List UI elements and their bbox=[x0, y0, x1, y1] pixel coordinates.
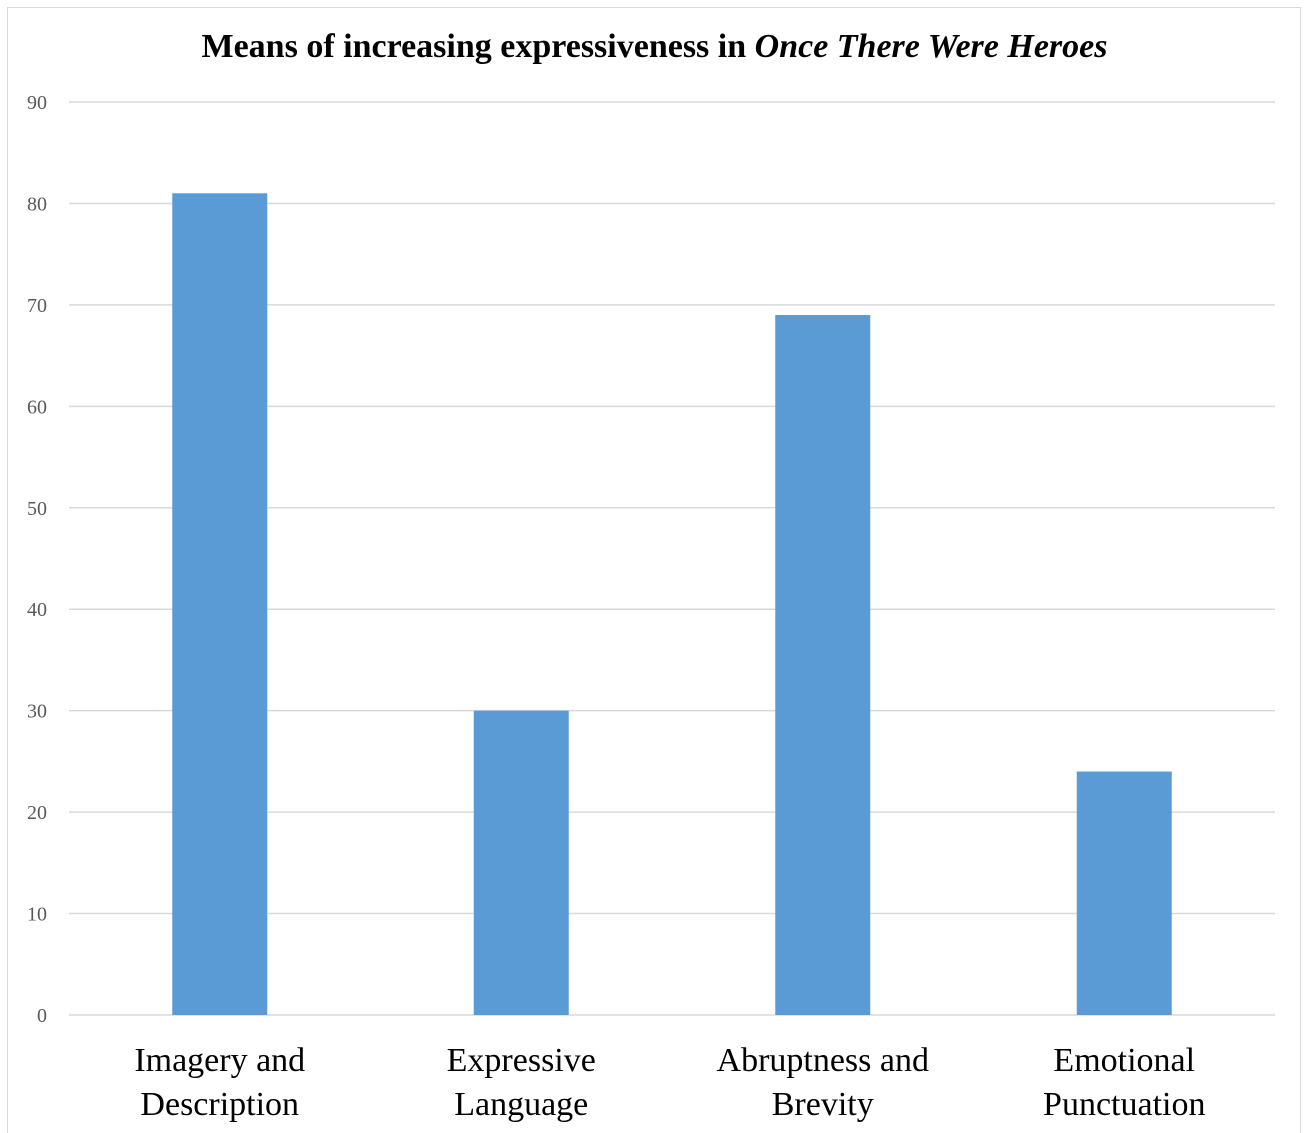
x-category-label: Language bbox=[454, 1086, 588, 1123]
bars bbox=[172, 193, 1172, 1016]
x-category-label: Punctuation bbox=[1043, 1086, 1205, 1123]
x-category-label: Emotional bbox=[1053, 1042, 1195, 1079]
y-tick-label: 20 bbox=[27, 802, 47, 824]
y-axis-tick-labels: 0 10 20 30 40 50 60 70 80 90 bbox=[27, 92, 47, 1027]
x-category-label: Brevity bbox=[772, 1086, 874, 1123]
x-axis-category-labels: Imagery and Description Expressive Language… bbox=[134, 1042, 1205, 1123]
y-tick-label: 0 bbox=[37, 1005, 47, 1027]
y-tick-label: 40 bbox=[27, 599, 47, 621]
x-category-label: Description bbox=[140, 1086, 299, 1123]
bar bbox=[172, 193, 268, 1016]
x-category-label: Expressive bbox=[447, 1042, 596, 1079]
bar bbox=[473, 710, 569, 1015]
y-tick-label: 60 bbox=[27, 396, 47, 418]
y-tick-label: 70 bbox=[27, 295, 47, 317]
bar bbox=[775, 315, 871, 1015]
chart-title-italic: Once There Were Heroes bbox=[754, 28, 1108, 65]
y-tick-label: 10 bbox=[27, 904, 47, 926]
y-tick-label: 90 bbox=[27, 92, 47, 114]
y-tick-label: 30 bbox=[27, 701, 47, 723]
chart-title-text: Means of increasing expressiveness in bbox=[201, 28, 755, 65]
y-tick-label: 80 bbox=[27, 193, 47, 215]
x-category-label: Imagery and bbox=[134, 1042, 305, 1079]
y-tick-label: 50 bbox=[27, 498, 47, 520]
gridlines bbox=[69, 101, 1275, 1016]
x-category-label: Abruptness and bbox=[717, 1042, 929, 1079]
chart-title: Means of increasing expressiveness in On… bbox=[0, 28, 1309, 66]
bar bbox=[1076, 771, 1172, 1015]
